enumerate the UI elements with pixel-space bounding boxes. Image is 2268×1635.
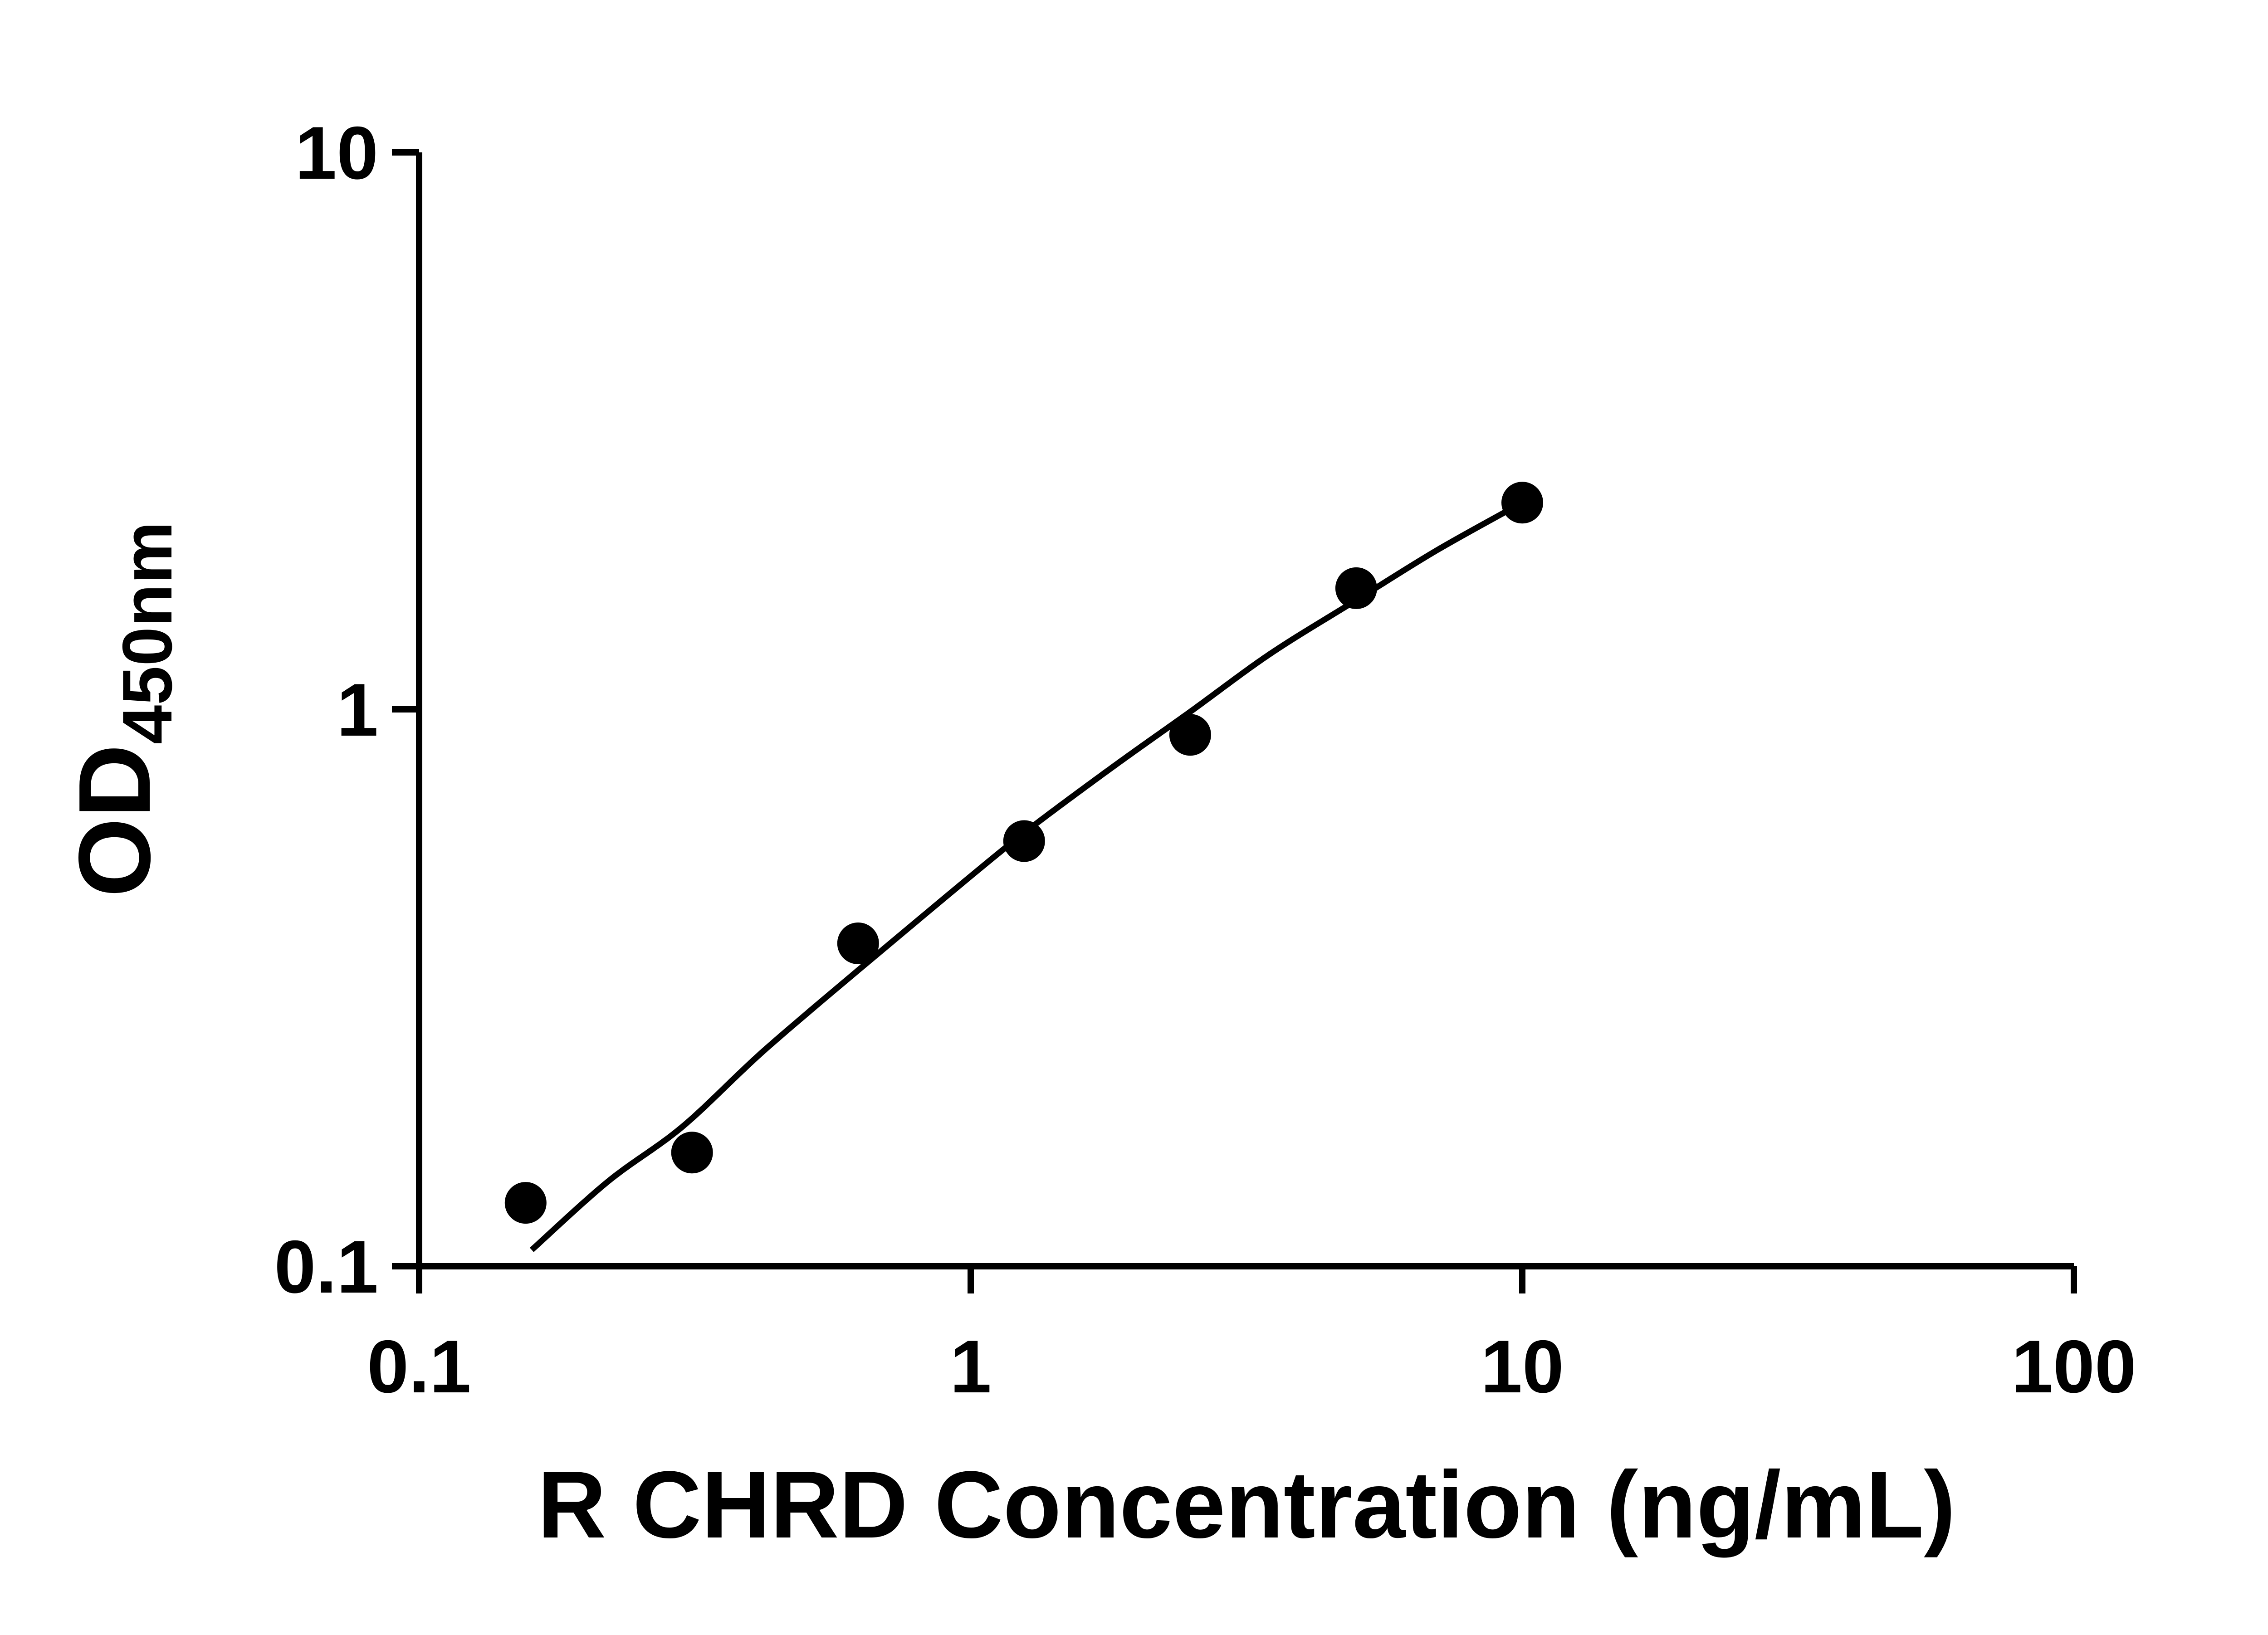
data-point: [1335, 567, 1377, 609]
x-axis-tick-label: 100: [2011, 1325, 2136, 1408]
axis-spine: [416, 152, 2074, 1269]
y-axis-title: OD450nm: [57, 522, 186, 898]
y-axis-tick-label: 1: [337, 668, 378, 752]
data-point: [837, 922, 879, 964]
data-point: [504, 1182, 547, 1224]
x-axis-title: R CHRD Concentration (ng/mL): [538, 1451, 1955, 1558]
data-point: [1169, 714, 1211, 756]
x-axis-tick-label: 10: [1481, 1325, 1564, 1408]
data-point: [671, 1132, 713, 1174]
x-axis-tick-label: 1: [950, 1325, 992, 1408]
y-axis-tick-label: 10: [295, 111, 378, 195]
x-axis-tick-label: 0.1: [367, 1325, 471, 1408]
y-axis-title-subscript: 450nm: [108, 522, 186, 744]
data-point: [1501, 482, 1543, 524]
data-point: [1003, 820, 1045, 862]
y-axis-title-main: OD: [57, 744, 171, 898]
y-axis-tick-label: 0.1: [274, 1225, 378, 1308]
